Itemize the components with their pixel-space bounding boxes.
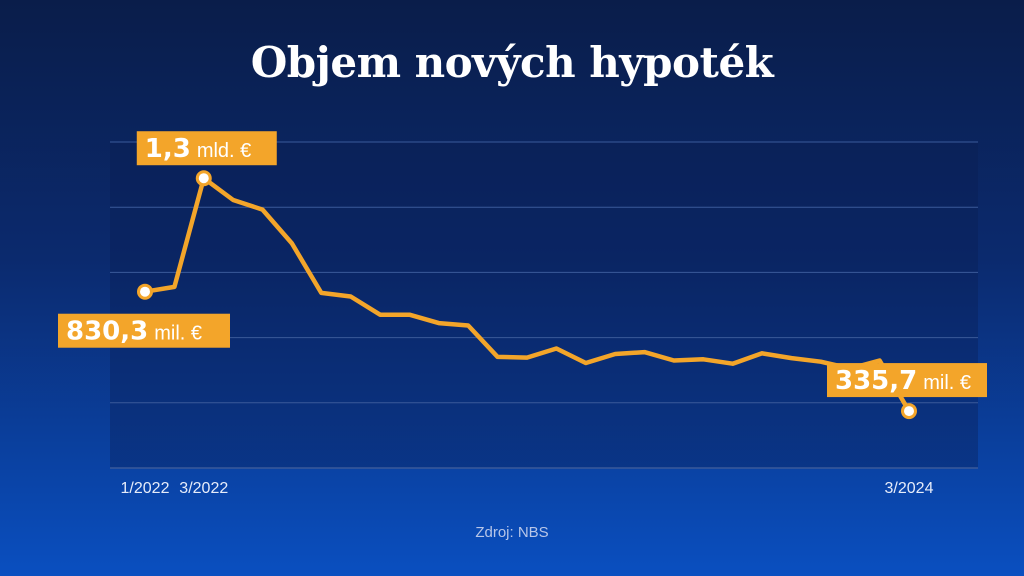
callout-label: 335,7 mil. € bbox=[835, 366, 971, 396]
callout-box bbox=[827, 363, 987, 398]
callout-unit: mil. € bbox=[154, 323, 202, 345]
callout-value: 1,3 bbox=[145, 134, 191, 164]
x-tick-label: 3/2022 bbox=[179, 480, 228, 497]
callout-unit: mil. € bbox=[923, 372, 971, 394]
callout-value: 335,7 bbox=[835, 366, 917, 396]
x-axis-ticks: 1/2022 3/2022 3/2024 bbox=[121, 480, 934, 497]
callout-unit: mld. € bbox=[197, 140, 251, 162]
callout: 335,7 mil. € bbox=[827, 363, 987, 420]
chart-title: Objem nových hypoték bbox=[250, 38, 774, 87]
callout-value: 830,3 bbox=[66, 317, 148, 347]
series-group bbox=[142, 175, 912, 414]
highlight-point bbox=[195, 170, 212, 187]
callout-label: 1,3 mld. € bbox=[145, 134, 252, 164]
highlight-point bbox=[137, 283, 153, 300]
callout-box bbox=[136, 131, 277, 166]
series-line bbox=[142, 175, 912, 414]
source-note: Zdroj: NBS bbox=[475, 524, 549, 541]
callout-label: 830,3 mil. € bbox=[66, 317, 202, 347]
callout: 830,3 mil. € bbox=[58, 283, 230, 348]
x-tick-label: 3/2024 bbox=[885, 480, 934, 497]
x-tick-label: 1/2022 bbox=[121, 480, 170, 497]
callouts: 830,3 mil. € 1,3 mld. € 335,7 mil. € bbox=[58, 131, 987, 420]
highlight-point bbox=[901, 403, 917, 420]
plot-area bbox=[110, 142, 978, 468]
callout-box bbox=[58, 313, 230, 348]
callout: 1,3 mld. € bbox=[136, 131, 277, 187]
